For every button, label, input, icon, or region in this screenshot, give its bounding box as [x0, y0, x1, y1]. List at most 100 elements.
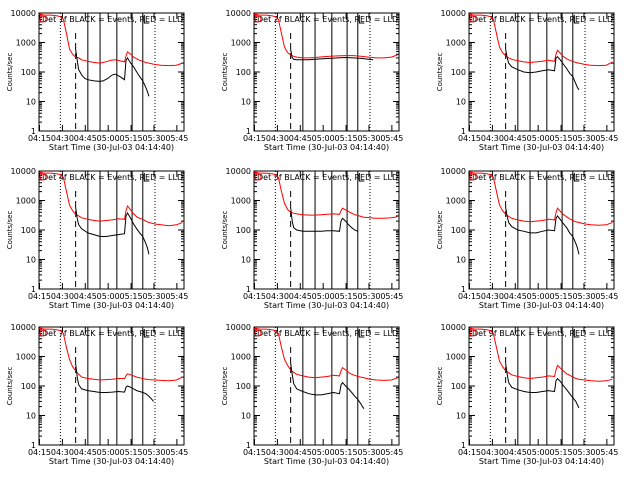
- y-tick-label: 10: [26, 256, 36, 265]
- y-axis-label: Counts/sec: [6, 211, 14, 250]
- y-axis-label: Counts/sec: [221, 53, 229, 92]
- y-tick-label: 10000: [11, 323, 36, 332]
- y-axis-label: Counts/sec: [6, 367, 14, 406]
- x-tick-label: 04:45: [289, 134, 312, 143]
- plot-frame: [253, 170, 400, 290]
- y-tick-label: 100: [236, 226, 251, 235]
- x-tick-label: 05:30: [142, 448, 165, 457]
- y-tick-label: 10000: [441, 167, 466, 176]
- y-axis-label: Counts/sec: [6, 53, 14, 92]
- x-tick-label: 05:30: [357, 448, 380, 457]
- lld-series-line: [39, 327, 183, 382]
- x-tick-label: 05:00: [312, 292, 335, 301]
- x-tick-label: 05:15: [550, 292, 573, 301]
- x-tick-label: 05:00: [97, 134, 120, 143]
- plot-title: Det 8f BLACK = Events, RED = LLD: [257, 329, 398, 338]
- start-marker-glyph: [39, 173, 47, 181]
- l-marker-glyph: [573, 15, 580, 24]
- y-tick-label: 10000: [441, 9, 466, 18]
- x-axis-label: Start Time (30-Jul-03 04:14:40): [49, 457, 174, 466]
- l-marker-glyph: [143, 15, 150, 24]
- y-tick-label: 10000: [11, 9, 36, 18]
- plot-title: Det 2f BLACK = Events, RED = LLD: [257, 15, 398, 24]
- y-tick-label: 100: [21, 382, 36, 391]
- y-tick-label: 10: [456, 256, 466, 265]
- x-tick-label: 05:45: [165, 134, 188, 143]
- chart-panel-4: Det 4f BLACK = Events, RED = LLD 1 10 100 10…: [6, 167, 188, 310]
- x-tick-label: 05:15: [335, 292, 358, 301]
- plot-title: Det 9f BLACK = Events, RED = LLD: [472, 329, 613, 338]
- l-marker-glyph: [358, 15, 365, 24]
- x-tick-label: 05:00: [97, 448, 120, 457]
- start-marker-glyph: [254, 329, 262, 337]
- x-tick-label: 04:30: [51, 134, 74, 143]
- lld-series-line: [469, 171, 613, 226]
- y-tick-label: 10: [456, 412, 466, 421]
- x-tick-label: 05:30: [357, 292, 380, 301]
- lld-series-line: [39, 13, 183, 67]
- x-tick-label: 05:30: [572, 292, 595, 301]
- x-tick-label: 05:00: [97, 292, 120, 301]
- x-tick-label: 05:45: [380, 134, 403, 143]
- x-tick-label: 04:30: [481, 448, 504, 457]
- x-axis-label: Start Time (30-Jul-03 04:14:40): [49, 301, 174, 310]
- x-tick-label: 05:15: [335, 134, 358, 143]
- y-tick-label: 100: [236, 68, 251, 77]
- y-tick-label: 100: [451, 226, 466, 235]
- y-tick-label: 10000: [11, 167, 36, 176]
- plot-title: Det 3f BLACK = Events, RED = LLD: [472, 15, 613, 24]
- l-marker-glyph: [573, 173, 580, 182]
- y-tick-label: 1000: [16, 197, 36, 206]
- x-tick-label: 05:30: [572, 448, 595, 457]
- x-tick-label: 05:00: [527, 448, 550, 457]
- y-tick-label: 1: [461, 285, 466, 294]
- start-marker-glyph: [39, 329, 47, 337]
- plot-frame: [468, 12, 615, 132]
- y-tick-label: 10: [456, 98, 466, 107]
- y-tick-label: 10: [26, 98, 36, 107]
- start-marker-glyph: [469, 173, 477, 181]
- chart-panel-8: Det 8f BLACK = Events, RED = LLD 1 10 100 10…: [221, 323, 403, 466]
- y-tick-label: 100: [451, 68, 466, 77]
- x-tick-label: 04:15: [458, 134, 481, 143]
- x-tick-label: 05:30: [357, 134, 380, 143]
- x-tick-label: 04:30: [481, 292, 504, 301]
- lld-series-line: [254, 327, 398, 381]
- chart-panel-7: Det 7f BLACK = Events, RED = LLD 1 10 100 10…: [6, 323, 188, 466]
- x-tick-label: 04:30: [51, 448, 74, 457]
- y-tick-label: 1000: [446, 353, 466, 362]
- l-marker-glyph: [573, 329, 580, 338]
- x-axis-label: Start Time (30-Jul-03 04:14:40): [479, 457, 604, 466]
- x-tick-label: 04:30: [266, 448, 289, 457]
- l-marker-glyph: [143, 329, 150, 338]
- y-tick-label: 1: [246, 285, 251, 294]
- x-tick-label: 05:45: [165, 448, 188, 457]
- plot-frame: [253, 326, 400, 446]
- plot-frame: [38, 326, 185, 446]
- y-tick-label: 10: [241, 412, 251, 421]
- x-tick-label: 05:15: [120, 292, 143, 301]
- chart-panel-1: Det 1f BLACK = Events, RED = LLD 1 10 100 10…: [6, 9, 188, 152]
- events-series-line: [505, 48, 580, 91]
- plot-title: Det 6f BLACK = Events, RED = LLD: [472, 173, 613, 182]
- x-tick-label: 04:15: [243, 134, 266, 143]
- lld-series-line: [469, 13, 613, 67]
- x-tick-label: 05:15: [120, 134, 143, 143]
- events-series-line: [290, 362, 365, 409]
- y-tick-label: 100: [451, 382, 466, 391]
- start-marker-glyph: [469, 15, 477, 23]
- x-axis-label: Start Time (30-Jul-03 04:14:40): [264, 457, 389, 466]
- plot-frame: [38, 170, 185, 290]
- x-tick-label: 04:45: [289, 292, 312, 301]
- y-tick-label: 10: [241, 256, 251, 265]
- x-tick-label: 05:15: [120, 448, 143, 457]
- l-marker-glyph: [358, 173, 365, 182]
- plot-title: Det 1f BLACK = Events, RED = LLD: [42, 15, 183, 24]
- x-tick-label: 04:45: [74, 134, 97, 143]
- x-tick-label: 05:30: [142, 134, 165, 143]
- events-series-line: [75, 206, 150, 255]
- x-tick-label: 04:45: [74, 292, 97, 301]
- x-tick-label: 04:45: [504, 292, 527, 301]
- x-tick-label: 04:15: [28, 448, 51, 457]
- lld-series-line: [469, 327, 613, 382]
